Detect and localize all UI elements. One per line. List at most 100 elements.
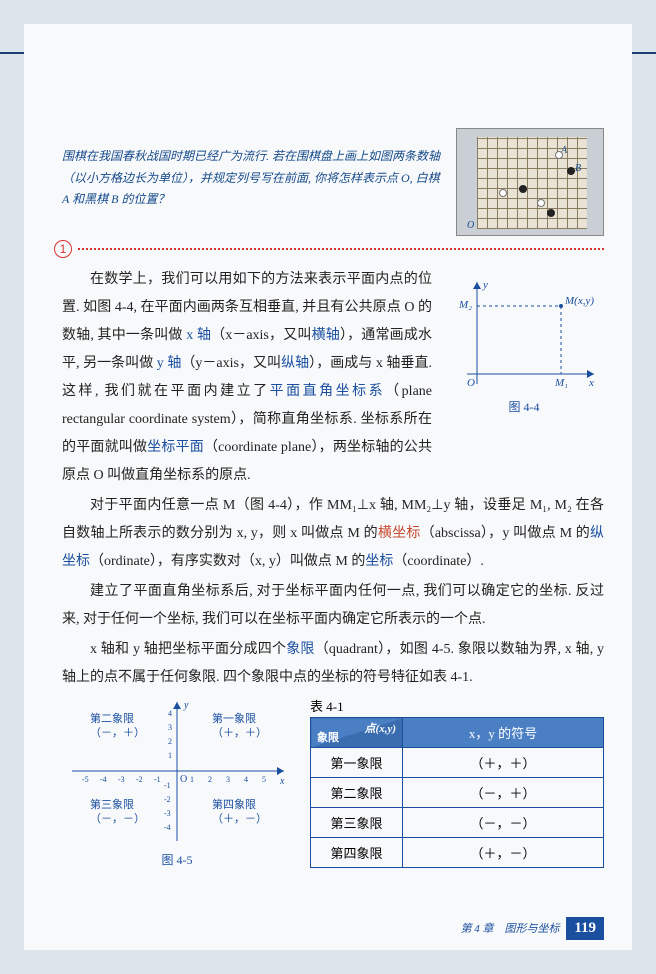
t: x 轴和 y 轴把坐标平面分成四个 <box>90 642 286 657</box>
cell: 第一象限 <box>311 748 403 778</box>
svg-text:3: 3 <box>168 723 172 732</box>
term-hx: 横轴 <box>312 328 340 343</box>
dotted-divider <box>78 248 604 250</box>
stone <box>499 189 507 197</box>
svg-text:（＋，－）: （＋，－） <box>212 812 267 825</box>
svg-text:O: O <box>180 774 187 785</box>
svg-text:第二象限: 第二象限 <box>90 711 134 725</box>
svg-text:1: 1 <box>168 751 172 760</box>
svg-text:-4: -4 <box>164 823 171 832</box>
stone <box>519 185 527 193</box>
svg-text:5: 5 <box>262 775 266 784</box>
bottom-row: y x O -5 -4 -3 -2 -1 1 2 3 4 5 1 2 3 4 -1 -2 -3 -4 第一象… <box>62 696 604 868</box>
diag-header: 点(x,y) 象限 <box>311 718 403 748</box>
fig45-caption: 图 4-5 <box>62 851 292 868</box>
term-plane: 坐标平面 <box>147 440 204 455</box>
svg-text:M₂: M₂ <box>458 299 472 311</box>
cell: （＋，－） <box>403 838 604 868</box>
para4: x 轴和 y 轴把坐标平面分成四个象限（quadrant），如图 4-5. 象限… <box>62 636 604 692</box>
t: （ordinate），有序实数对（x, y）叫做点 M 的 <box>90 554 365 569</box>
cell: （－，－） <box>403 808 604 838</box>
stone <box>567 167 575 175</box>
svg-text:-5: -5 <box>82 775 89 784</box>
page-footer: 第 4 章 图形与坐标 119 <box>461 917 604 940</box>
table41-title: 表 4-1 <box>310 696 604 715</box>
sign-table: 点(x,y) 象限 x，y 的符号 第一象限（＋，＋） 第二象限（－，＋） 第三… <box>310 717 604 868</box>
cell: 第二象限 <box>311 778 403 808</box>
stone <box>547 209 555 217</box>
svg-text:-4: -4 <box>100 775 107 784</box>
cell: 第四象限 <box>311 838 403 868</box>
term-y-axis: y 轴 <box>157 356 182 371</box>
svg-text:x: x <box>279 776 285 787</box>
para1: 在数学上，我们可以用如下的方法来表示平面内点的位置. 如图 4-4, 在平面内画… <box>62 264 432 490</box>
stone <box>555 151 563 159</box>
figure-4-5: y x O -5 -4 -3 -2 -1 1 2 3 4 5 1 2 3 4 -1 -2 -3 -4 第一象… <box>62 696 292 868</box>
svg-text:3: 3 <box>226 775 230 784</box>
chapter-label: 第 4 章 图形与坐标 <box>461 923 560 935</box>
svg-text:1: 1 <box>190 775 194 784</box>
intro-text: 围棋在我国春秋战国时期已经广为流行. 若在围棋盘上画上如图两条数轴（以小方格边长… <box>62 128 448 211</box>
svg-text:-3: -3 <box>164 809 171 818</box>
svg-text:-1: -1 <box>164 781 171 790</box>
page: 围棋在我国春秋战国时期已经广为流行. 若在围棋盘上画上如图两条数轴（以小方格边长… <box>24 24 632 950</box>
col-header: x，y 的符号 <box>403 718 604 748</box>
stone <box>537 199 545 207</box>
svg-text:M(x,y): M(x,y) <box>564 295 594 307</box>
cell: （－，＋） <box>403 778 604 808</box>
svg-text:（－，－）: （－，－） <box>90 812 145 825</box>
label-b: B <box>575 163 581 174</box>
svg-text:第四象限: 第四象限 <box>212 797 256 811</box>
t: （y－axis，又叫 <box>181 356 281 371</box>
para3: 建立了平面直角坐标系后, 对于坐标平面内任何一点, 我们可以确定它的坐标. 反过… <box>62 578 604 634</box>
svg-text:y: y <box>183 700 189 711</box>
diag-bot: 象限 <box>317 729 339 745</box>
svg-text:-2: -2 <box>164 795 171 804</box>
svg-text:第三象限: 第三象限 <box>90 797 134 811</box>
t: 建立了平面直角坐标系后, 对于坐标平面内任何一点, 我们可以确定它的坐标. 反过… <box>62 578 604 634</box>
para2: 对于平面内任意一点 M（图 4-4），作 MM₁⊥x 轴, MM₂⊥y 轴，设垂… <box>62 492 604 576</box>
svg-text:第一象限: 第一象限 <box>212 711 256 725</box>
table-row: 第一象限（＋，＋） <box>311 748 604 778</box>
go-board-figure: A B O <box>456 128 604 236</box>
svg-text:4: 4 <box>168 709 172 718</box>
svg-text:4: 4 <box>244 775 248 784</box>
table-row: 第四象限（＋，－） <box>311 838 604 868</box>
table-row: 第三象限（－，－） <box>311 808 604 838</box>
svg-text:O: O <box>467 377 475 389</box>
term-sys: 平面直角坐标系 <box>270 384 386 399</box>
page-number: 119 <box>566 917 604 940</box>
cell: （＋，＋） <box>403 748 604 778</box>
term-x-axis: x 轴 <box>186 328 211 343</box>
diag-top: 点(x,y) <box>365 720 396 736</box>
svg-text:y: y <box>482 279 488 291</box>
intro-row: 围棋在我国春秋战国时期已经广为流行. 若在围棋盘上画上如图两条数轴（以小方格边长… <box>62 128 604 236</box>
svg-text:2: 2 <box>208 775 212 784</box>
t: （abscissa），y 叫做点 M 的 <box>421 526 590 541</box>
label-o: O <box>467 220 474 231</box>
fig44-svg: M(x,y) M₂ M₁ O x y <box>449 274 599 394</box>
para1-row: 在数学上，我们可以用如下的方法来表示平面内点的位置. 如图 4-4, 在平面内画… <box>62 264 604 490</box>
term-abscissa: 横坐标 <box>378 526 421 541</box>
term-coord: 坐标 <box>365 554 393 569</box>
svg-text:M₁: M₁ <box>554 377 568 389</box>
svg-text:2: 2 <box>168 737 172 746</box>
circled-1-marker: 1 <box>54 240 72 258</box>
table-row: 第二象限（－，＋） <box>311 778 604 808</box>
fig45-svg: y x O -5 -4 -3 -2 -1 1 2 3 4 5 1 2 3 4 -1 -2 -3 -4 第一象… <box>62 696 292 846</box>
svg-text:-3: -3 <box>118 775 125 784</box>
svg-text:x: x <box>588 377 594 389</box>
t: （coordinate）. <box>393 554 484 569</box>
svg-text:（－，＋）: （－，＋） <box>90 726 145 739</box>
fig44-caption: 图 4-4 <box>444 398 604 415</box>
svg-text:-1: -1 <box>154 775 161 784</box>
svg-text:-2: -2 <box>136 775 143 784</box>
table-4-1: 表 4-1 点(x,y) 象限 x，y 的符号 第一象限（＋，＋） 第二象限（－… <box>310 696 604 868</box>
cell: 第三象限 <box>311 808 403 838</box>
term-vy: 纵轴 <box>281 356 309 371</box>
figure-4-4: M(x,y) M₂ M₁ O x y 图 4-4 <box>444 264 604 490</box>
term-quadrant: 象限 <box>286 642 315 657</box>
svg-text:（＋，＋）: （＋，＋） <box>212 726 267 739</box>
go-grid: A B O <box>477 137 587 229</box>
t: （x－axis，又叫 <box>211 328 311 343</box>
